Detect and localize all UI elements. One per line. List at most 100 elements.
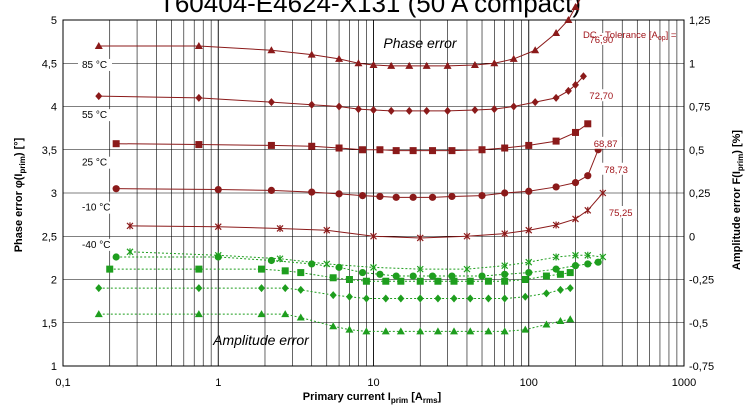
square-marker: [409, 147, 417, 155]
triangle-marker: [405, 61, 414, 69]
circle-marker: [376, 192, 384, 201]
square-marker: [267, 141, 275, 149]
triangle-marker: [556, 317, 565, 325]
square-marker: [112, 140, 120, 148]
triangle-marker: [369, 60, 378, 68]
x-tick-label: 100: [520, 377, 538, 389]
diamond-marker: [490, 105, 498, 114]
temperature-label-bg: [78, 109, 112, 122]
y-tick-label: 4,5: [42, 58, 57, 70]
triangle-marker: [354, 59, 363, 67]
circle-marker: [584, 260, 592, 268]
diamond-marker: [444, 106, 452, 115]
triangle-marker: [94, 41, 103, 49]
triangle-marker: [396, 327, 405, 335]
diamond-marker: [281, 284, 289, 293]
triangle-marker: [443, 61, 452, 69]
x-tick-label: 1: [215, 377, 221, 389]
square-marker: [329, 274, 337, 282]
star-marker: [126, 222, 134, 230]
triangle-marker: [509, 54, 518, 62]
triangle-marker: [470, 60, 479, 68]
tolerance-label: 78,73: [604, 165, 628, 176]
star-marker: [599, 189, 607, 197]
square-marker: [450, 277, 458, 285]
y-tick-label: 4: [51, 102, 57, 114]
triangle-marker: [335, 54, 344, 62]
temperature-label-bg: [78, 156, 112, 169]
diamond-marker: [564, 86, 572, 95]
diamond-marker: [423, 106, 431, 115]
square-marker: [542, 272, 550, 280]
diamond-marker: [354, 105, 362, 114]
triangle-marker: [194, 41, 203, 49]
star-marker: [276, 224, 284, 232]
y2-tick-label: 0,25: [689, 188, 710, 200]
diamond-marker: [531, 98, 539, 107]
star-marker: [501, 262, 509, 270]
series-labels: 85 °C 76,90 55 °C 72,70 25 °C 68,87 -10 °C 78,7…: [78, 33, 637, 251]
diamond-marker: [552, 93, 560, 102]
tolerance-label: 75,25: [609, 208, 633, 219]
square-marker: [552, 137, 560, 145]
y-tick-label: 3,5: [42, 145, 57, 157]
star-marker: [525, 226, 533, 234]
diamond-marker: [362, 294, 370, 303]
square-marker: [382, 277, 390, 285]
star-marker: [126, 248, 134, 256]
square-marker: [106, 265, 114, 273]
y2-tick-label: 0: [689, 231, 695, 243]
square-marker: [345, 276, 353, 283]
series-square: [106, 120, 592, 285]
star-marker: [584, 206, 592, 214]
star-marker: [370, 263, 377, 271]
diamond-marker: [466, 294, 474, 303]
star-marker: [599, 253, 607, 261]
circle-marker: [392, 272, 400, 280]
star-marker: [552, 253, 560, 261]
star-marker: [584, 251, 592, 259]
circle-marker: [428, 193, 437, 201]
triangle-marker: [490, 59, 499, 67]
y2-tick-label: 1: [689, 58, 695, 70]
y-tick-label: 5: [51, 15, 57, 27]
square-marker: [335, 144, 343, 152]
diamond-marker: [382, 294, 390, 303]
tolerance-label: 72,70: [589, 91, 613, 102]
y2-tick-label: -0,75: [689, 361, 714, 373]
square-marker: [501, 144, 509, 152]
circle-marker: [267, 186, 276, 195]
y2-axis-title: Amplitude error F(Iprim) [%]: [731, 130, 745, 271]
data-series: [94, 0, 607, 335]
y-tick-label: 1: [51, 361, 57, 373]
tolerance-label-bg: [587, 89, 618, 102]
diamond-marker: [405, 106, 413, 115]
circle-marker: [571, 179, 580, 187]
star-marker: [416, 234, 424, 242]
diamond-marker: [521, 292, 529, 301]
series-star: [126, 189, 607, 273]
triangle-marker: [422, 61, 431, 69]
circle-marker: [214, 185, 222, 194]
triangle-marker: [387, 61, 396, 69]
circle-marker: [552, 183, 560, 191]
triangle-marker: [345, 325, 354, 333]
diamond-marker: [501, 294, 509, 303]
circle-marker: [392, 193, 400, 201]
circle-marker: [501, 270, 509, 278]
y2-tick-label: 0,5: [689, 145, 704, 157]
square-marker: [571, 128, 579, 136]
square-marker: [359, 146, 367, 154]
diamond-marker: [297, 285, 305, 294]
axis-ticks: 0,1 1 10 100 100011,522,533,544,55-0,75-0,5-…: [42, 15, 714, 389]
diamond-marker: [542, 289, 550, 298]
square-marker: [556, 270, 564, 278]
temperature-label: 55 °C: [82, 110, 107, 121]
circle-marker: [267, 256, 276, 265]
y-tick-label: 2: [51, 275, 57, 287]
star-marker: [552, 221, 560, 229]
diamond-marker: [267, 98, 275, 107]
tolerance-label-bg: [591, 136, 622, 149]
diamond-marker: [258, 284, 266, 293]
y-tick-label: 3: [51, 188, 57, 200]
